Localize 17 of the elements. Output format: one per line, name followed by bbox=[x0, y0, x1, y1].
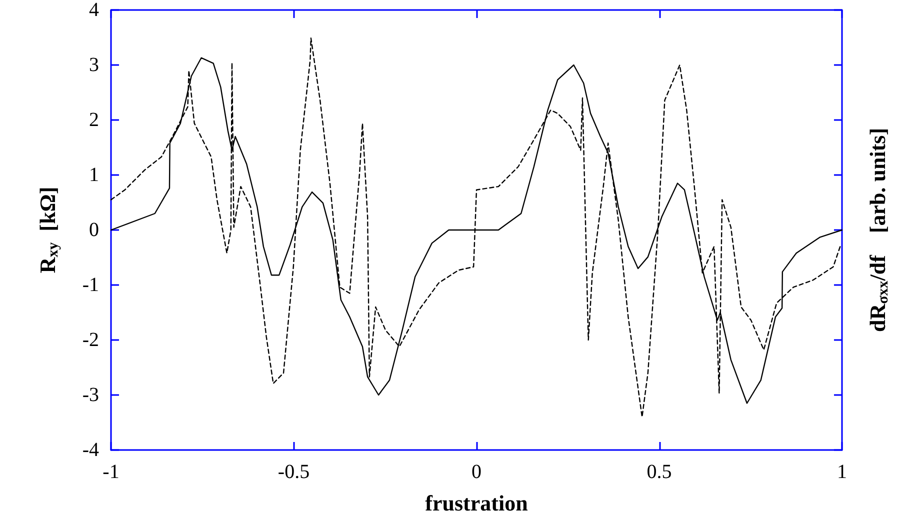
y-tick-label: -3 bbox=[82, 384, 99, 406]
x-axis-title: frustration bbox=[425, 490, 528, 516]
x-tick-label: 1 bbox=[837, 461, 847, 483]
y-axis-title: Rxy [kΩ] bbox=[35, 186, 62, 274]
x-tick-label: 0 bbox=[472, 461, 482, 483]
y-tick-label: -2 bbox=[82, 329, 99, 351]
y-tick-label: 4 bbox=[89, 0, 99, 21]
y2-axis-title: dRσxx/df [arb. units] bbox=[865, 128, 892, 332]
y-tick-label: 3 bbox=[89, 54, 99, 76]
x-tick-label: 0.5 bbox=[646, 461, 672, 483]
x-tick-label: -0.5 bbox=[278, 461, 310, 483]
y-tick-label: 2 bbox=[89, 109, 99, 131]
y-tick-label: 1 bbox=[89, 164, 99, 186]
x-tick-label: -1 bbox=[102, 461, 120, 483]
y-tick-label: -1 bbox=[82, 274, 99, 296]
y-tick-label: 0 bbox=[89, 219, 99, 241]
y-tick-label: -4 bbox=[82, 439, 99, 461]
